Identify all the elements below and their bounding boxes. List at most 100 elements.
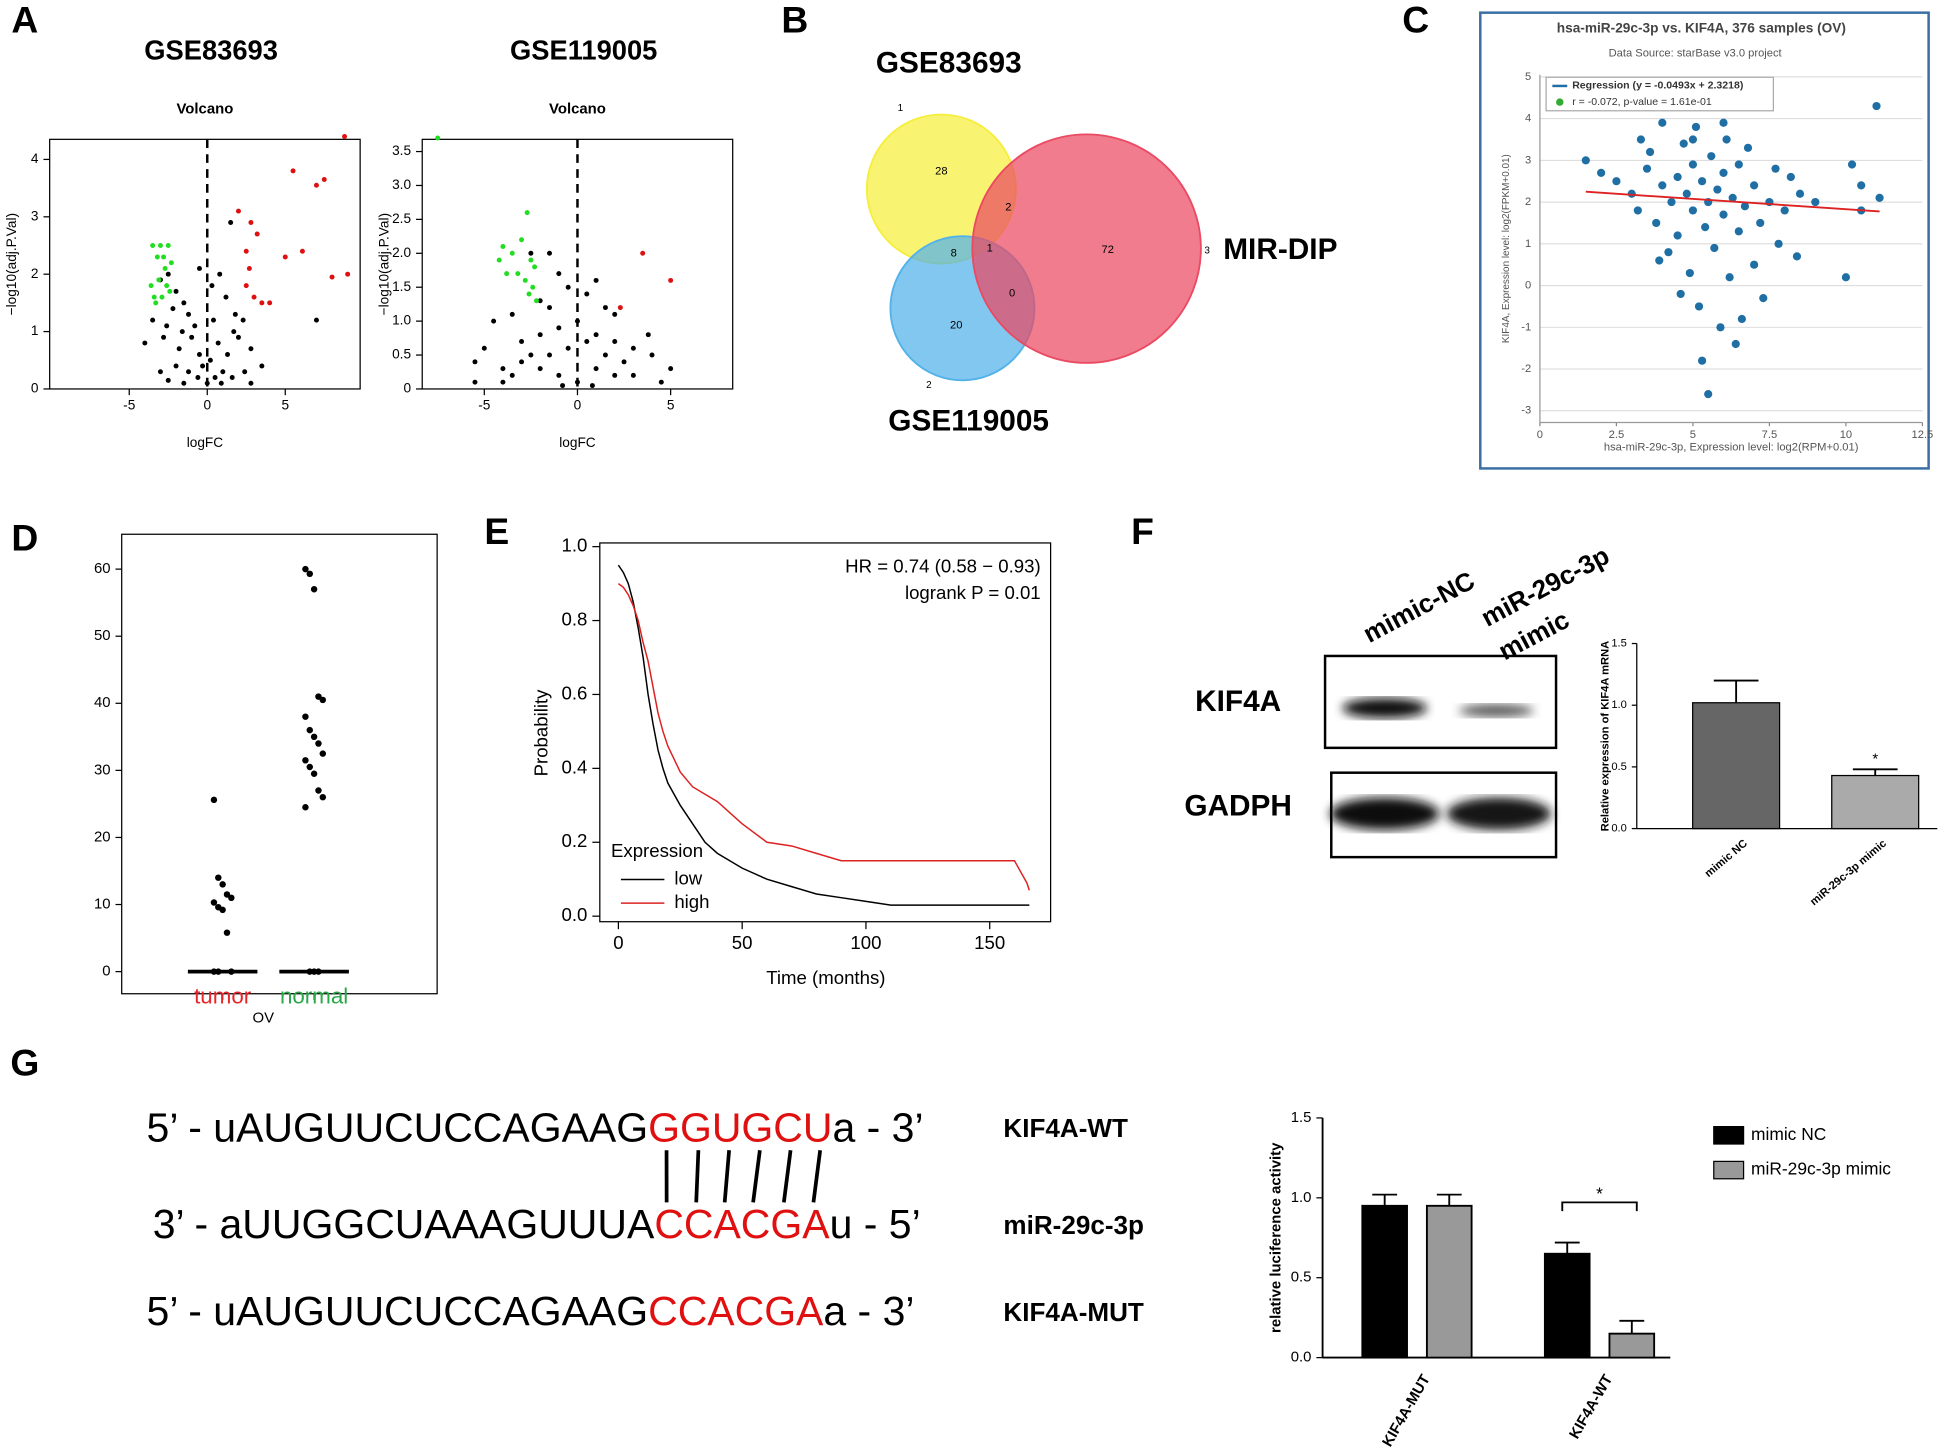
- point: [220, 369, 226, 375]
- point: [168, 260, 174, 266]
- point: [235, 208, 241, 214]
- y-tick-label: 0: [102, 964, 110, 980]
- point: [565, 284, 571, 290]
- point: [228, 968, 235, 975]
- x-tick-label: 7.5: [1762, 429, 1778, 441]
- y-tick-label: -2: [1521, 363, 1531, 375]
- point: [1780, 206, 1789, 215]
- point: [181, 300, 187, 306]
- point: [228, 894, 235, 902]
- point: [1774, 239, 1783, 248]
- panel-label: C: [1402, 0, 1429, 40]
- point: [243, 248, 249, 254]
- point: [1719, 168, 1728, 177]
- x-tick-label: 0: [1537, 429, 1543, 441]
- panel-label: B: [781, 0, 808, 40]
- x-tick-label: -5: [478, 398, 491, 413]
- point: [1734, 160, 1743, 169]
- point: [1691, 122, 1701, 132]
- point: [315, 740, 322, 747]
- y-axis-label: KIF4A, Expression level: log2(FPKM+0.01): [1501, 154, 1512, 343]
- point: [267, 300, 273, 306]
- point: [1734, 227, 1743, 236]
- base-pair: [722, 1150, 731, 1203]
- point: [162, 265, 168, 271]
- point: [612, 311, 618, 317]
- y-tick-label: 1.0: [1291, 1190, 1312, 1206]
- point: [342, 133, 348, 139]
- point: [556, 372, 562, 378]
- point: [229, 374, 235, 380]
- base-pair: [751, 1149, 762, 1203]
- point: [1795, 189, 1805, 198]
- point: [1756, 218, 1765, 228]
- set-name: GSE83693: [876, 47, 1022, 80]
- region-count: 72: [1102, 244, 1114, 256]
- annotation: logrank P = 0.01: [905, 582, 1041, 603]
- y-tick-label: 40: [94, 695, 111, 711]
- point: [565, 345, 571, 351]
- blot-band: [1446, 797, 1552, 830]
- chart-title: GSE119005: [510, 35, 657, 66]
- point: [195, 374, 201, 380]
- point: [472, 359, 478, 365]
- point: [215, 968, 222, 975]
- point: [612, 338, 618, 344]
- x-axis-label: Time (months): [766, 967, 885, 988]
- panel-label: G: [10, 1042, 39, 1084]
- point: [306, 763, 313, 771]
- point: [1740, 202, 1750, 211]
- point: [219, 906, 226, 914]
- point: [574, 318, 580, 324]
- point: [621, 359, 627, 365]
- blot-band: [1459, 704, 1534, 717]
- row-label: KIF4A: [1195, 685, 1281, 718]
- legend-label: Regression (y = -0.0493x + 2.3218): [1572, 80, 1743, 92]
- point: [142, 340, 148, 346]
- binding-site: CCACGA: [648, 1288, 824, 1334]
- x-tick-label: -5: [123, 398, 136, 413]
- y-tick-label: 50: [94, 628, 111, 644]
- point: [235, 334, 241, 340]
- y-tick-label: 60: [94, 561, 111, 577]
- bar: [1543, 1252, 1591, 1359]
- bar: [1425, 1204, 1473, 1359]
- y-tick-label: 0.8: [562, 608, 588, 629]
- point: [240, 317, 246, 323]
- chart-title: hsa-miR-29c-3p vs. KIF4A, 376 samples (O…: [1557, 20, 1846, 35]
- point: [319, 696, 327, 704]
- y-tick-label: 10: [94, 896, 111, 912]
- point: [219, 881, 226, 888]
- annotation: HR = 0.74 (0.58 − 0.93): [845, 556, 1041, 577]
- region-count: 20: [950, 320, 962, 332]
- regression-line: [1585, 190, 1880, 213]
- point: [225, 352, 231, 358]
- point: [290, 168, 296, 174]
- point: [192, 323, 198, 329]
- y-axis-label: −log10(adj.P.Val): [377, 213, 392, 315]
- x-tick-label: 50: [732, 932, 753, 953]
- panel-label: A: [11, 0, 38, 40]
- point: [181, 380, 187, 386]
- point: [259, 363, 265, 369]
- plot-frame: [49, 138, 361, 390]
- point: [1704, 390, 1713, 399]
- point: [173, 363, 179, 369]
- point: [547, 352, 552, 358]
- y-tick-label: 3: [31, 208, 39, 223]
- legend-label: miR-29c-3p mimic: [1751, 1159, 1891, 1179]
- point: [1694, 302, 1704, 311]
- x-tick-label: 0: [203, 398, 211, 413]
- point: [1857, 181, 1866, 190]
- bar: [1831, 774, 1920, 830]
- point: [1664, 248, 1673, 257]
- survival-curve: [617, 582, 1031, 891]
- point: [1759, 293, 1768, 303]
- point: [299, 248, 305, 254]
- region-count: 8: [951, 248, 957, 260]
- point: [345, 271, 351, 277]
- point: [210, 796, 218, 804]
- sequence: 3’ - aUUGGCUAAAGUUUACCACGAu - 5’: [153, 1201, 921, 1247]
- x-tick-label: tumor: [194, 983, 252, 1008]
